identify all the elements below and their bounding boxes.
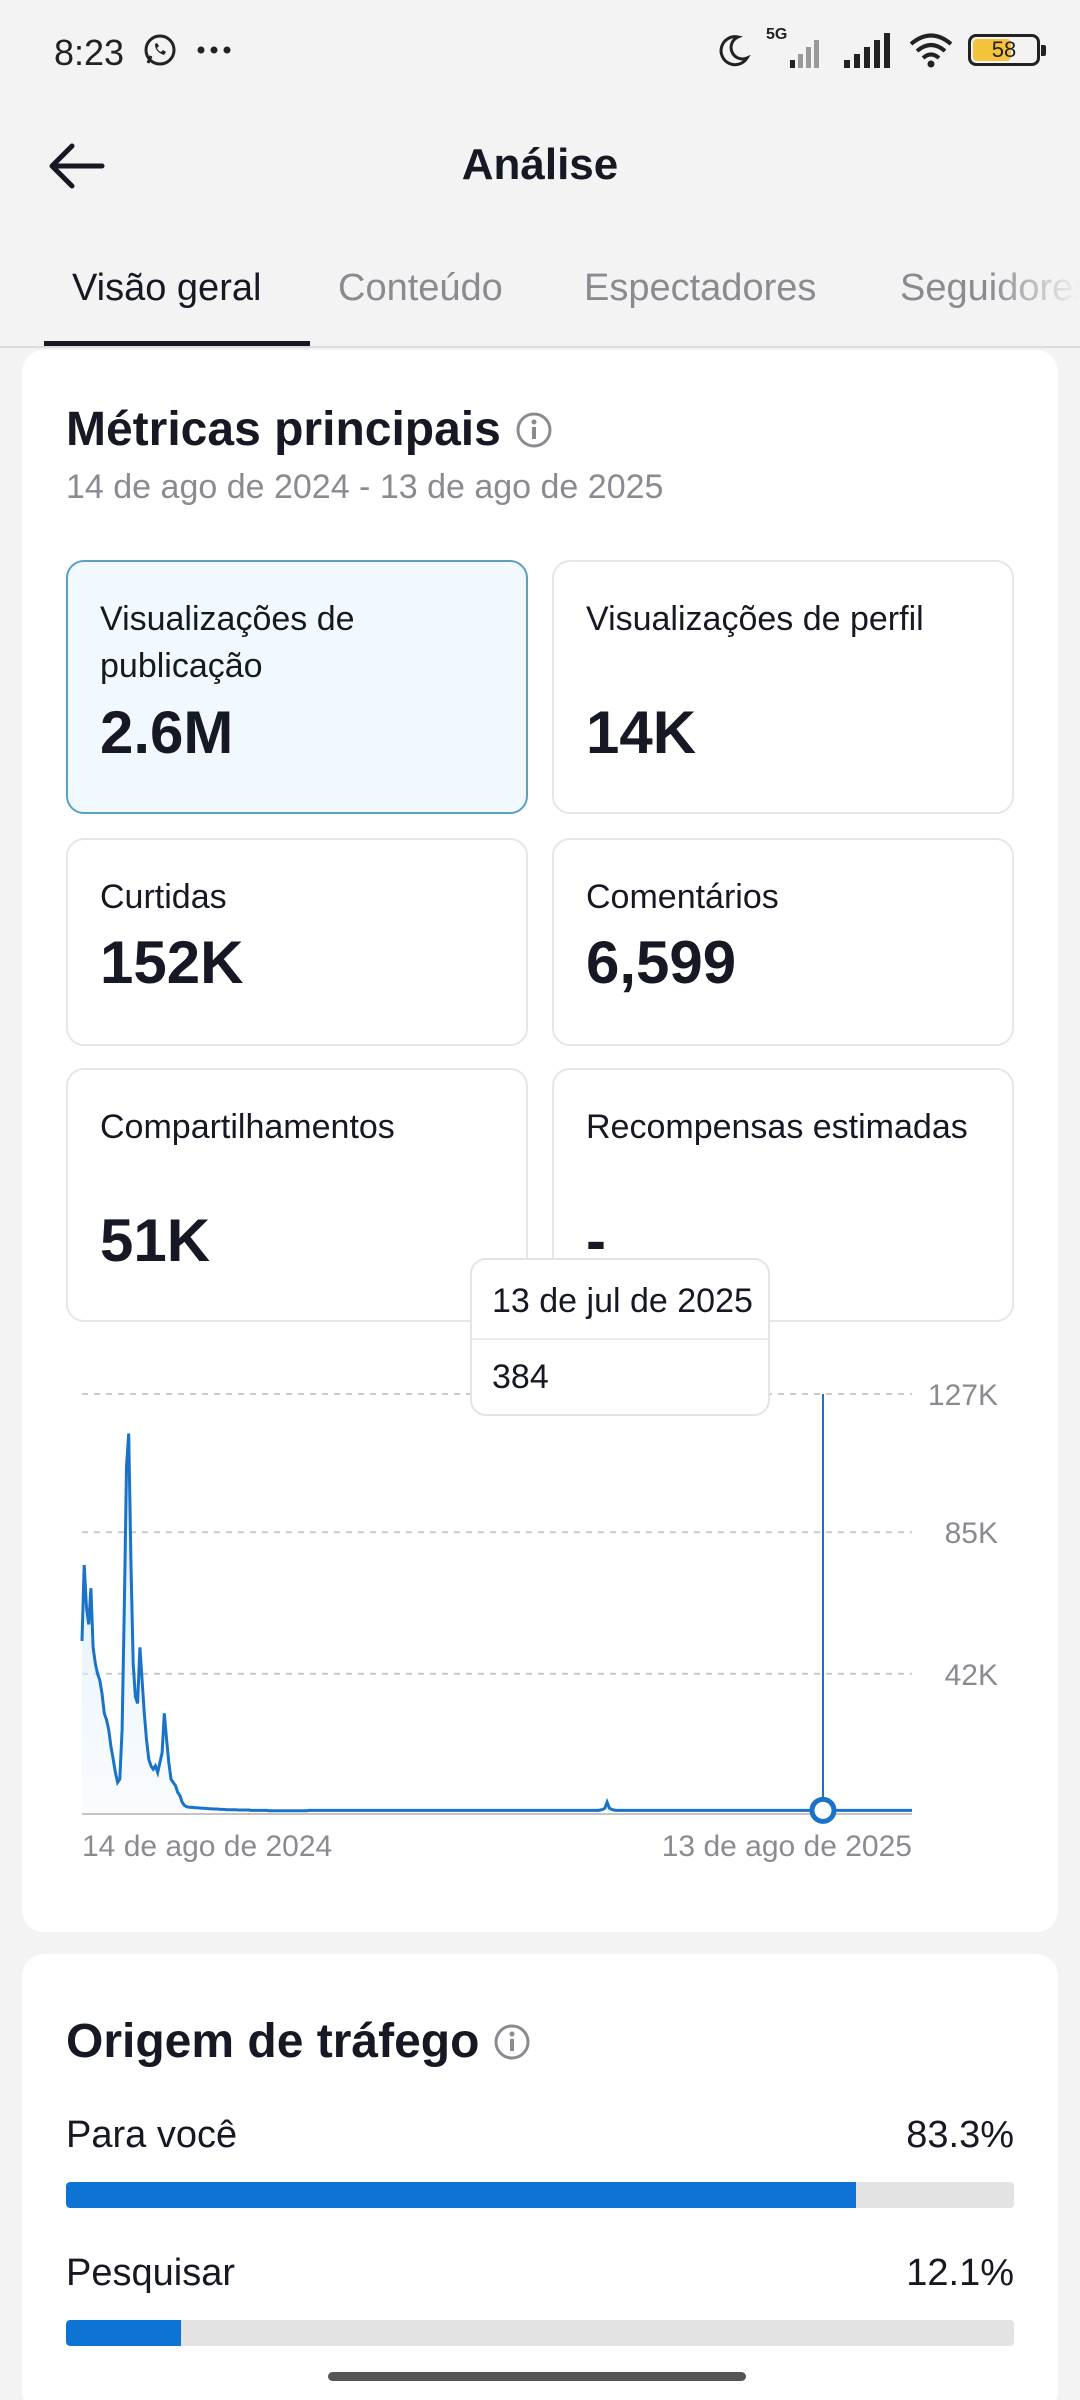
traffic-value: 12.1%	[906, 2252, 1014, 2294]
chart-tooltip: 13 de jul de 2025 384	[470, 1258, 770, 1416]
metric-value: 2.6M	[100, 699, 234, 766]
metric-value: 6,599	[586, 929, 737, 996]
date-range: 14 de ago de 2024 - 13 de ago de 2025	[66, 468, 664, 506]
tooltip-value: 384	[492, 1358, 549, 1396]
status-time: 8:23	[54, 32, 125, 73]
key-metrics-title: Métricas principais	[66, 403, 501, 456]
metric-value: 152K	[100, 929, 244, 996]
metric-label: Visualizações de perfil	[586, 600, 924, 638]
traffic-label: Pesquisar	[66, 2252, 235, 2294]
traffic-bar-track	[66, 2320, 1014, 2346]
key-metrics-heading: Métricas principais	[66, 402, 553, 457]
traffic-bar-track	[66, 2182, 1014, 2208]
battery-icon: 58	[968, 34, 1046, 66]
moon-icon	[719, 35, 751, 67]
metric-label: Visualizações de publicação	[100, 600, 355, 685]
metric-likes[interactable]: Curtidas 152K	[66, 838, 528, 1046]
traffic-heading: Origem de tráfego	[66, 2014, 531, 2069]
tab-viewers[interactable]: Espectadores	[584, 267, 817, 309]
tab-bar: Visão geral Conteúdo Espectadores Seguid…	[0, 225, 1080, 348]
x-axis-start-label: 14 de ago de 2024	[82, 1830, 332, 1863]
x-axis-end-label: 13 de ago de 2025	[662, 1830, 912, 1863]
info-icon[interactable]	[493, 2023, 531, 2061]
wifi-icon	[909, 33, 953, 68]
battery-level: 58	[991, 37, 1017, 62]
back-arrow-icon	[49, 143, 105, 189]
chart-series-line	[80, 1433, 912, 1813]
y-tick-label: 127K	[928, 1379, 998, 1412]
metric-label: Curtidas	[100, 878, 227, 916]
metric-label: Recompensas estimadas	[586, 1108, 968, 1146]
back-button[interactable]	[40, 130, 112, 202]
tooltip-divider	[472, 1338, 768, 1340]
traffic-label: Para você	[66, 2114, 238, 2156]
metric-label: Compartilhamentos	[100, 1108, 395, 1146]
traffic-bar-fill	[66, 2320, 181, 2346]
metric-value: 14K	[586, 699, 697, 766]
y-tick-label: 85K	[945, 1517, 998, 1550]
signal-icon	[844, 33, 890, 68]
tab-content[interactable]: Conteúdo	[338, 267, 503, 309]
metric-shares[interactable]: Compartilhamentos 51K	[66, 1068, 528, 1322]
chart-highlight-point[interactable]	[809, 1796, 837, 1824]
tab-overview[interactable]: Visão geral	[72, 267, 262, 309]
y-tick-label: 42K	[945, 1659, 998, 1692]
tooltip-date: 13 de jul de 2025	[492, 1282, 753, 1320]
traffic-value: 83.3%	[906, 2114, 1014, 2156]
traffic-source-card: Origem de tráfego Para você 83.3% Pesqui…	[22, 1954, 1058, 2400]
more-dots-icon	[197, 46, 231, 54]
metric-profile-views[interactable]: Visualizações de perfil 14K	[552, 560, 1014, 814]
key-metrics-card: Métricas principais 14 de ago de 2024 - …	[22, 350, 1058, 1932]
signal-5g-icon: 5G	[766, 26, 828, 70]
tab-active-indicator	[44, 341, 310, 346]
metric-value: 51K	[100, 1207, 211, 1274]
views-chart[interactable]: 127K 85K 42K 14 de ago de 2024 13 de ago d…	[0, 0, 1080, 1900]
home-indicator[interactable]	[328, 2372, 746, 2381]
header: Análise	[0, 110, 1080, 225]
network-type: 5G	[766, 26, 788, 43]
page-title: Análise	[461, 140, 619, 189]
tabs-fade	[990, 225, 1080, 346]
metric-comments[interactable]: Comentários 6,599	[552, 838, 1014, 1046]
whatsapp-icon	[144, 34, 176, 66]
traffic-bar-fill	[66, 2182, 856, 2208]
info-icon[interactable]	[515, 411, 553, 449]
metric-label: Comentários	[586, 878, 779, 916]
traffic-title: Origem de tráfego	[66, 2015, 480, 2068]
metric-post-views[interactable]: Visualizações de publicação 2.6M	[66, 560, 528, 814]
chart-area	[82, 1433, 912, 1812]
status-bar: 8:23 5G	[0, 0, 1080, 110]
metric-value: -	[586, 1207, 606, 1274]
